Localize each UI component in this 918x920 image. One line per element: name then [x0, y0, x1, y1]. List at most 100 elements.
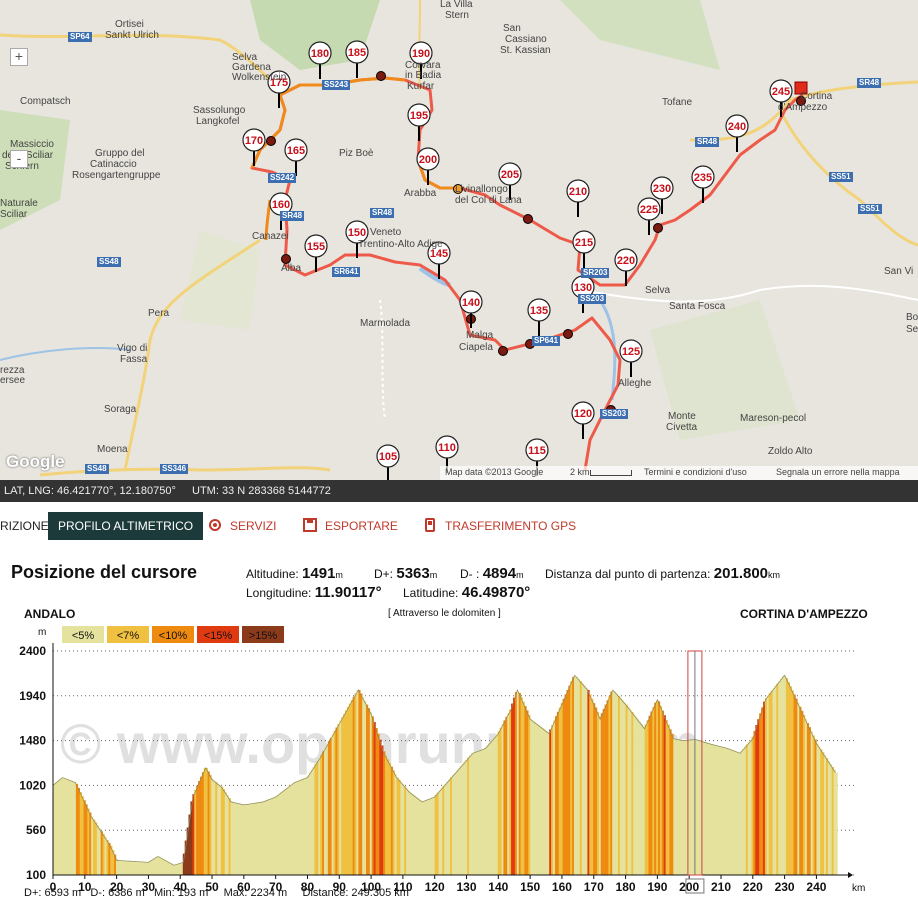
- profile-segment: [312, 766, 315, 875]
- km-marker-140[interactable]: 140: [459, 290, 483, 328]
- profile-segment: [406, 788, 409, 875]
- tab-description[interactable]: RIZIONE: [0, 519, 49, 533]
- km-marker-240[interactable]: 240: [725, 114, 749, 152]
- profile-segment: [751, 736, 754, 875]
- profile-segment: [442, 786, 445, 875]
- km-marker-185[interactable]: 185: [345, 40, 369, 78]
- profile-segment: [476, 751, 479, 875]
- profile-segment: [400, 781, 403, 875]
- km-marker-155[interactable]: 155: [304, 234, 328, 272]
- y-tick-label: 1020: [19, 778, 46, 792]
- profile-segment: [272, 797, 275, 875]
- km-marker-label: 175: [270, 77, 288, 89]
- profile-segment: [558, 707, 561, 875]
- profile-segment: [434, 794, 437, 875]
- km-marker-190[interactable]: 190: [409, 41, 433, 79]
- km-marker-180[interactable]: 180: [308, 41, 332, 79]
- profile-segment: [650, 711, 653, 875]
- km-marker-label: 225: [640, 204, 658, 216]
- profile-segment: [696, 739, 699, 875]
- profile-segment: [570, 681, 573, 875]
- profile-segment: [394, 773, 397, 875]
- place-label-livinallongo: Livinallongo: [455, 184, 508, 195]
- profile-segment: [457, 768, 460, 875]
- km-marker-145[interactable]: 145: [427, 241, 451, 279]
- zoom-in-button[interactable]: +: [10, 48, 28, 66]
- terms-link[interactable]: Termini e condizioni d'uso: [644, 467, 747, 477]
- profile-segment: [428, 798, 432, 875]
- profile-segment: [259, 802, 262, 875]
- km-marker-220[interactable]: 220: [614, 248, 638, 286]
- place-label-zoldo: Zoldo Alto: [768, 446, 813, 457]
- km-marker-175[interactable]: 175: [267, 70, 291, 108]
- profile-segment: [102, 834, 105, 875]
- km-marker-120[interactable]: 120: [571, 401, 595, 439]
- tab-elevation-profile[interactable]: PROFILO ALTIMETRICO: [48, 512, 204, 540]
- profile-segment: [574, 676, 577, 875]
- km-marker-235[interactable]: 235: [691, 165, 715, 203]
- profile-segment: [383, 751, 386, 875]
- profile-segment: [230, 800, 233, 875]
- km-marker-170[interactable]: 170: [242, 128, 266, 166]
- tab-services-label: SERVIZI: [230, 519, 277, 533]
- km-marker-135[interactable]: 135: [527, 298, 551, 336]
- km-marker-200[interactable]: 200: [416, 147, 440, 185]
- km-marker-label: 105: [379, 451, 397, 463]
- profile-segment: [404, 786, 407, 875]
- report-error-link[interactable]: Segnala un errore nella mappa: [776, 467, 900, 477]
- utm-readout: UTM: 33 N 283368 5144772: [192, 485, 331, 497]
- profile-segment: [264, 800, 268, 875]
- profile-segment: [333, 730, 336, 875]
- summary-distance: Distance: 249.305 km: [302, 887, 409, 899]
- profile-segment: [741, 748, 745, 875]
- tab-services[interactable]: SERVIZI: [208, 512, 276, 540]
- profile-segment: [579, 681, 582, 875]
- km-marker-label: 145: [430, 248, 448, 260]
- km-marker-label: 220: [617, 255, 635, 267]
- x-tick-label: 50: [205, 880, 219, 894]
- km-marker-160[interactable]: 160: [269, 192, 293, 230]
- km-marker-210[interactable]: 210: [566, 179, 590, 217]
- legend-swatch: [242, 626, 284, 643]
- profile-segment: [329, 737, 332, 875]
- km-marker-165[interactable]: 165: [284, 138, 308, 176]
- route-map[interactable]: 105 110 115 120 125 130 135 140 145 150 155 160 165 1…: [0, 0, 918, 480]
- profile-segment: [568, 685, 571, 875]
- km-marker-215[interactable]: 215: [572, 230, 596, 268]
- km-marker-225[interactable]: 225: [637, 197, 661, 235]
- x-tick-label: 120: [425, 880, 445, 894]
- map-canvas[interactable]: 105 110 115 120 125 130 135 140 145 150 155 160 165 1…: [0, 0, 918, 480]
- cursor-panel-title: Posizione del cursore: [11, 562, 198, 582]
- km-marker-245[interactable]: 245: [769, 79, 793, 117]
- road-shield: SS243: [322, 80, 351, 90]
- profile-segment: [589, 694, 592, 875]
- profile-segment: [70, 780, 73, 875]
- km-marker-205[interactable]: 205: [498, 162, 522, 200]
- dplus-readout: D+: 5363m: [374, 565, 438, 582]
- road-shield: SR48: [370, 208, 395, 218]
- profile-segment: [425, 800, 428, 875]
- km-marker-150[interactable]: 150: [345, 220, 369, 258]
- km-marker-125[interactable]: 125: [619, 339, 643, 377]
- profile-segment: [386, 759, 390, 875]
- profile-segment: [684, 740, 687, 875]
- elevation-profile[interactable]: ANDALO [ Attraverso le dolomiten ] CORTI…: [0, 605, 918, 920]
- km-marker-label: 135: [530, 305, 548, 317]
- km-marker-115[interactable]: 115: [525, 438, 549, 476]
- elevation-chart[interactable]: © www.openrunner.com10056010201480194024…: [0, 605, 918, 920]
- legend-swatch: [62, 626, 104, 643]
- tab-gps-transfer[interactable]: TRASFERIMENTO GPS: [423, 512, 576, 540]
- km-marker-230[interactable]: 230: [650, 176, 674, 214]
- profile-segment: [436, 792, 439, 875]
- profile-segment: [297, 780, 300, 875]
- km-marker-105[interactable]: 105: [376, 444, 400, 480]
- profile-segment: [469, 755, 472, 875]
- profile-segment: [801, 710, 804, 875]
- tab-export[interactable]: ESPORTARE: [303, 512, 398, 540]
- zoom-out-button[interactable]: -: [10, 150, 28, 168]
- profile-segment: [804, 718, 808, 875]
- road-shield: SR641: [332, 267, 361, 277]
- km-marker-195[interactable]: 195: [407, 103, 431, 141]
- place-label-sassolungo: Sassolungo: [193, 105, 246, 116]
- profile-segment: [432, 797, 436, 875]
